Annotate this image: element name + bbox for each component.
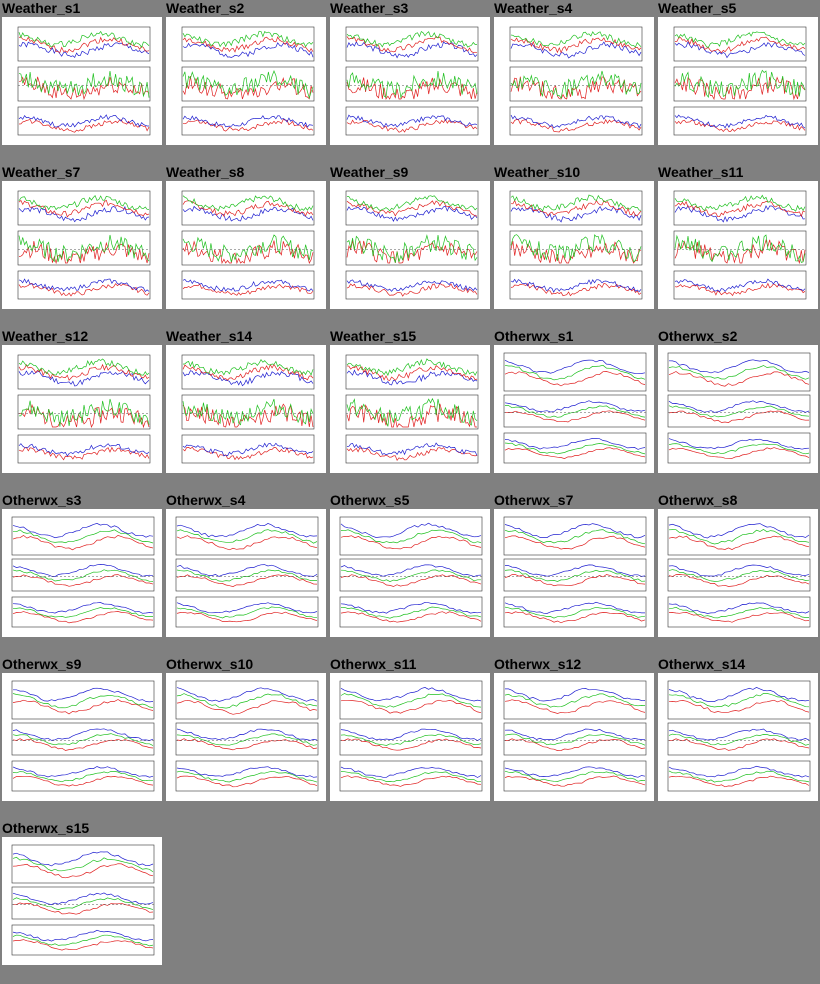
thumbnail-image-link[interactable]: [658, 673, 818, 801]
plot-sketch: [345, 26, 479, 136]
plot-sketch: [181, 26, 315, 136]
thumbnail-image-link[interactable]: [330, 17, 490, 145]
thumbnail-image-link[interactable]: [2, 17, 162, 145]
plot-sketch: [509, 26, 643, 136]
plot-sketch: [17, 190, 151, 300]
thumbnail-image-link[interactable]: [494, 17, 654, 145]
plot-sketch: [17, 26, 151, 136]
plot-sketch: [503, 680, 647, 792]
plot-sketch: [673, 26, 807, 136]
thumbnail-image-link[interactable]: [330, 181, 490, 309]
thumbnail-title: Weather_s10: [494, 164, 581, 180]
plot-sketch: [345, 190, 479, 300]
thumbnail-title: Otherwx_s11: [330, 656, 417, 672]
plot-sketch: [11, 844, 155, 956]
thumbnail-title: Otherwx_s5: [330, 492, 410, 508]
thumbnail-image-link[interactable]: [2, 837, 162, 965]
plot-sketch: [503, 516, 647, 628]
plot-sketch: [339, 680, 483, 792]
thumbnail-image-link[interactable]: [330, 345, 490, 473]
thumbnail-image-link[interactable]: [2, 673, 162, 801]
thumbnail-title: Weather_s7: [2, 164, 81, 180]
thumbnail-image-link[interactable]: [330, 509, 490, 637]
thumbnail-title: Otherwx_s2: [658, 328, 738, 344]
thumbnail-image-link[interactable]: [166, 345, 326, 473]
plot-sketch: [11, 516, 155, 628]
plot-sketch: [509, 190, 643, 300]
thumbnail-title: Weather_s15: [330, 328, 417, 344]
thumbnail-image-link[interactable]: [166, 509, 326, 637]
thumbnail-title: Otherwx_s15: [2, 820, 90, 836]
thumbnail-image-link[interactable]: [494, 181, 654, 309]
plot-sketch: [503, 352, 647, 464]
thumbnail-image-link[interactable]: [494, 345, 654, 473]
plot-sketch: [667, 516, 811, 628]
plot-sketch: [175, 680, 319, 792]
thumbnail-image-link[interactable]: [494, 509, 654, 637]
thumbnail-title: Weather_s14: [166, 328, 253, 344]
thumbnail-title: Otherwx_s14: [658, 656, 746, 672]
thumbnail-title: Otherwx_s10: [166, 656, 254, 672]
thumbnail-title: Weather_s5: [658, 0, 737, 16]
plot-sketch: [339, 516, 483, 628]
thumbnail-title: Weather_s3: [330, 0, 409, 16]
thumbnail-image-link[interactable]: [658, 17, 818, 145]
thumbnail-image-link[interactable]: [166, 673, 326, 801]
thumbnail-image-link[interactable]: [330, 673, 490, 801]
plot-sketch: [17, 354, 151, 464]
thumbnail-title: Otherwx_s7: [494, 492, 574, 508]
thumbnail-image-link[interactable]: [658, 345, 818, 473]
plot-sketch: [181, 354, 315, 464]
plot-sketch: [667, 352, 811, 464]
thumbnail-image-link[interactable]: [494, 673, 654, 801]
thumbnail-title: Weather_s2: [166, 0, 245, 16]
plot-sketch: [175, 516, 319, 628]
thumbnail-title: Otherwx_s12: [494, 656, 582, 672]
plot-sketch: [345, 354, 479, 464]
thumbnail-title: Otherwx_s1: [494, 328, 574, 344]
thumbnail-title: Otherwx_s8: [658, 492, 738, 508]
thumbnail-image-link[interactable]: [2, 345, 162, 473]
thumbnail-title: Otherwx_s4: [166, 492, 246, 508]
thumbnail-title: Weather_s8: [166, 164, 245, 180]
thumbnail-image-link[interactable]: [166, 17, 326, 145]
thumbnail-title: Weather_s1: [2, 0, 81, 16]
thumbnail-image-link[interactable]: [2, 509, 162, 637]
thumbnail-title: Weather_s9: [330, 164, 409, 180]
plot-sketch: [11, 680, 155, 792]
plot-sketch: [181, 190, 315, 300]
thumbnail-title: Otherwx_s9: [2, 656, 82, 672]
plot-sketch: [673, 190, 807, 300]
thumbnail-image-link[interactable]: [2, 181, 162, 309]
thumbnail-title: Otherwx_s3: [2, 492, 82, 508]
thumbnail-title: Weather_s11: [658, 164, 744, 180]
thumbnail-title: Weather_s4: [494, 0, 573, 16]
thumbnail-image-link[interactable]: [658, 509, 818, 637]
thumbnail-image-link[interactable]: [166, 181, 326, 309]
thumbnail-title: Weather_s12: [2, 328, 89, 344]
thumbnail-image-link[interactable]: [658, 181, 818, 309]
plot-sketch: [667, 680, 811, 792]
